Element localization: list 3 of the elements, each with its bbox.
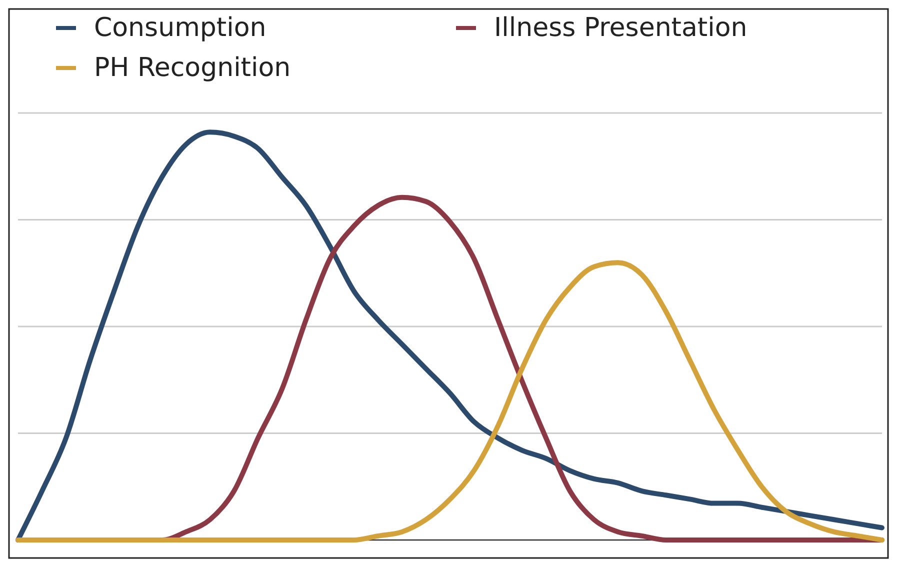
legend-label: Consumption bbox=[94, 13, 266, 43]
legend-label: Illness Presentation bbox=[494, 13, 748, 43]
legend-label: PH Recognition bbox=[94, 53, 291, 83]
